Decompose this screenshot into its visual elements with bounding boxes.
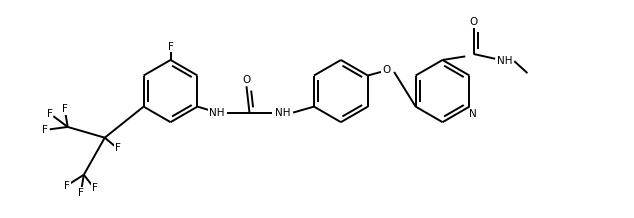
Text: F: F [42,125,48,135]
Text: F: F [78,188,84,198]
Text: N: N [469,109,477,119]
Text: NH: NH [275,108,290,118]
Text: F: F [92,183,98,193]
Text: F: F [47,109,53,119]
Text: NH: NH [497,56,512,66]
Text: F: F [167,42,174,52]
Text: F: F [64,181,70,191]
Text: F: F [115,143,121,153]
Text: O: O [383,65,391,75]
Text: O: O [470,17,478,27]
Text: O: O [242,75,250,85]
Text: NH: NH [209,108,224,118]
Text: F: F [61,104,68,114]
